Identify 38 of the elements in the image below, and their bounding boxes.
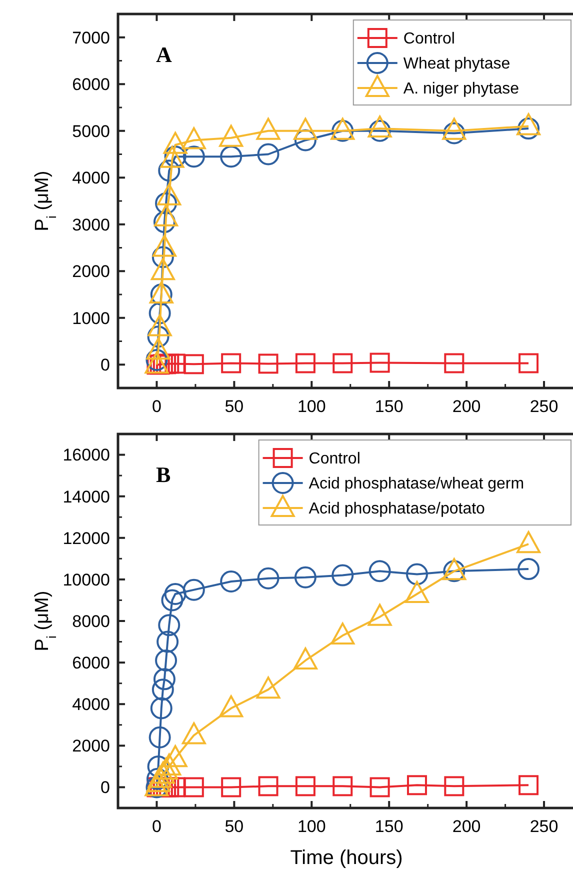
x-tick-label: 100 xyxy=(297,817,326,836)
x-tick-label: 100 xyxy=(297,397,326,416)
legend-label: A. niger phytase xyxy=(403,80,520,98)
legend-label: Acid phosphatase/wheat germ xyxy=(308,476,524,493)
legend-label: Wheat phytase xyxy=(403,56,510,73)
x-tick-label: 250 xyxy=(530,817,558,836)
legend-label: Acid phosphatase/potato xyxy=(308,500,486,518)
legend-label: Control xyxy=(403,30,455,48)
y-tick-label: 0 xyxy=(100,778,110,798)
x-tick-label: 0 xyxy=(152,817,162,836)
text: A xyxy=(156,42,172,67)
y-tick-label: 0 xyxy=(100,356,110,375)
x-tick-label: 0 xyxy=(152,397,162,416)
y-tick-label: 4000 xyxy=(72,168,110,188)
x-tick-label: 150 xyxy=(374,397,404,416)
y-tick-label: 6000 xyxy=(72,654,110,673)
text: B xyxy=(156,462,171,487)
y-tick-label: 3000 xyxy=(72,215,110,234)
y-tick-label: 12000 xyxy=(62,528,110,548)
y-tick-label: 14000 xyxy=(62,487,110,506)
y-tick-label: 2000 xyxy=(72,262,110,282)
y-tick-label: 8000 xyxy=(72,612,110,631)
x-tick-label: 50 xyxy=(224,397,244,416)
y-tick-label: 5000 xyxy=(72,122,110,141)
y-tick-label: 1000 xyxy=(72,308,110,328)
y-tick-label: 6000 xyxy=(72,75,110,94)
x-tick-label: 250 xyxy=(530,397,558,416)
y-tick-label: 16000 xyxy=(62,446,110,465)
y-tick-label: 7000 xyxy=(72,28,110,48)
y-tick-label: 2000 xyxy=(72,736,110,756)
legend-label: Control xyxy=(308,450,360,468)
x-tick-label: 200 xyxy=(452,817,481,836)
x-tick-label: 150 xyxy=(374,817,404,836)
x-axis-title: Time (hours) xyxy=(290,847,403,869)
x-tick-label: 200 xyxy=(452,397,481,416)
y-tick-label: 10000 xyxy=(62,570,110,590)
y-tick-label: 4000 xyxy=(72,695,110,714)
x-tick-label: 50 xyxy=(224,817,244,836)
